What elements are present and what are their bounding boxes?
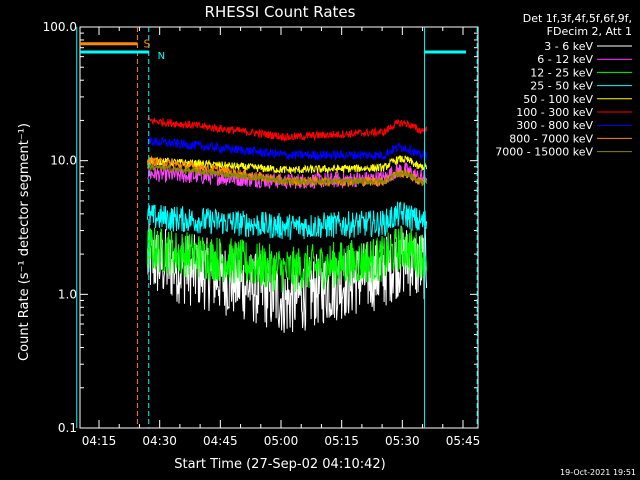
legend-label-5: 100 - 300 keV: [516, 106, 593, 119]
legend-label-0: 3 - 6 keV: [544, 40, 593, 53]
series-line-7: [147, 155, 428, 188]
legend-label-2: 12 - 25 keV: [530, 66, 593, 79]
plot-frame: [79, 26, 479, 429]
legend-label-6: 300 - 800 keV: [516, 119, 593, 132]
legend-label-7: 800 - 7000 keV: [509, 132, 593, 145]
x-tick-label: 04:15: [82, 434, 117, 448]
legend-header-line-1: Det 1f,3f,4f,5f,6f,9f,: [523, 12, 632, 25]
x-tick-label: 05:00: [264, 434, 299, 448]
legend-label-8: 7000 - 15000 keV: [495, 146, 593, 159]
series-line-1: [147, 161, 428, 190]
legend: Det 1f,3f,4f,5f,6f,9f, FDecim 2, Att 1 3…: [495, 12, 632, 159]
series-line-6: [147, 135, 428, 161]
y-tick-label: 10.0: [50, 154, 77, 168]
plot-area: 0.1 1.0 10.0 100.0 04:15 04:30 04:45 05:00 05:15…: [43, 20, 481, 448]
x-tick-label: 04:30: [142, 434, 177, 448]
annotation-n: N: [158, 51, 165, 62]
legend-label-3: 25 - 50 keV: [530, 80, 593, 93]
series-line-2: [147, 226, 428, 293]
chart-title: RHESSI Count Rates: [205, 3, 356, 21]
y-tick-label: 0.1: [58, 421, 77, 435]
legend-label-4: 50 - 100 keV: [523, 93, 593, 106]
y-tick-label: 100.0: [43, 20, 77, 34]
x-tick-label: 04:45: [203, 434, 238, 448]
legend-label-1: 6 - 12 keV: [537, 53, 593, 66]
series-line-3: [147, 201, 428, 241]
x-axis-label: Start Time (27-Sep-02 04:10:42): [174, 457, 385, 472]
x-tick-label: 05:45: [446, 434, 481, 448]
y-tick-label: 1.0: [58, 287, 77, 301]
series-line-8: [147, 163, 428, 187]
footer-timestamp: 19-Oct-2021 19:51: [560, 468, 636, 477]
x-tick-label: 05:15: [324, 434, 359, 448]
y-axis-label: Count Rate (s⁻¹ detector segment⁻¹): [17, 123, 32, 361]
annotation-s: S: [143, 38, 150, 51]
legend-header-line-2: FDecim 2, Att 1: [547, 25, 632, 38]
series-line-5: [147, 117, 428, 142]
x-tick-label: 05:30: [385, 434, 420, 448]
